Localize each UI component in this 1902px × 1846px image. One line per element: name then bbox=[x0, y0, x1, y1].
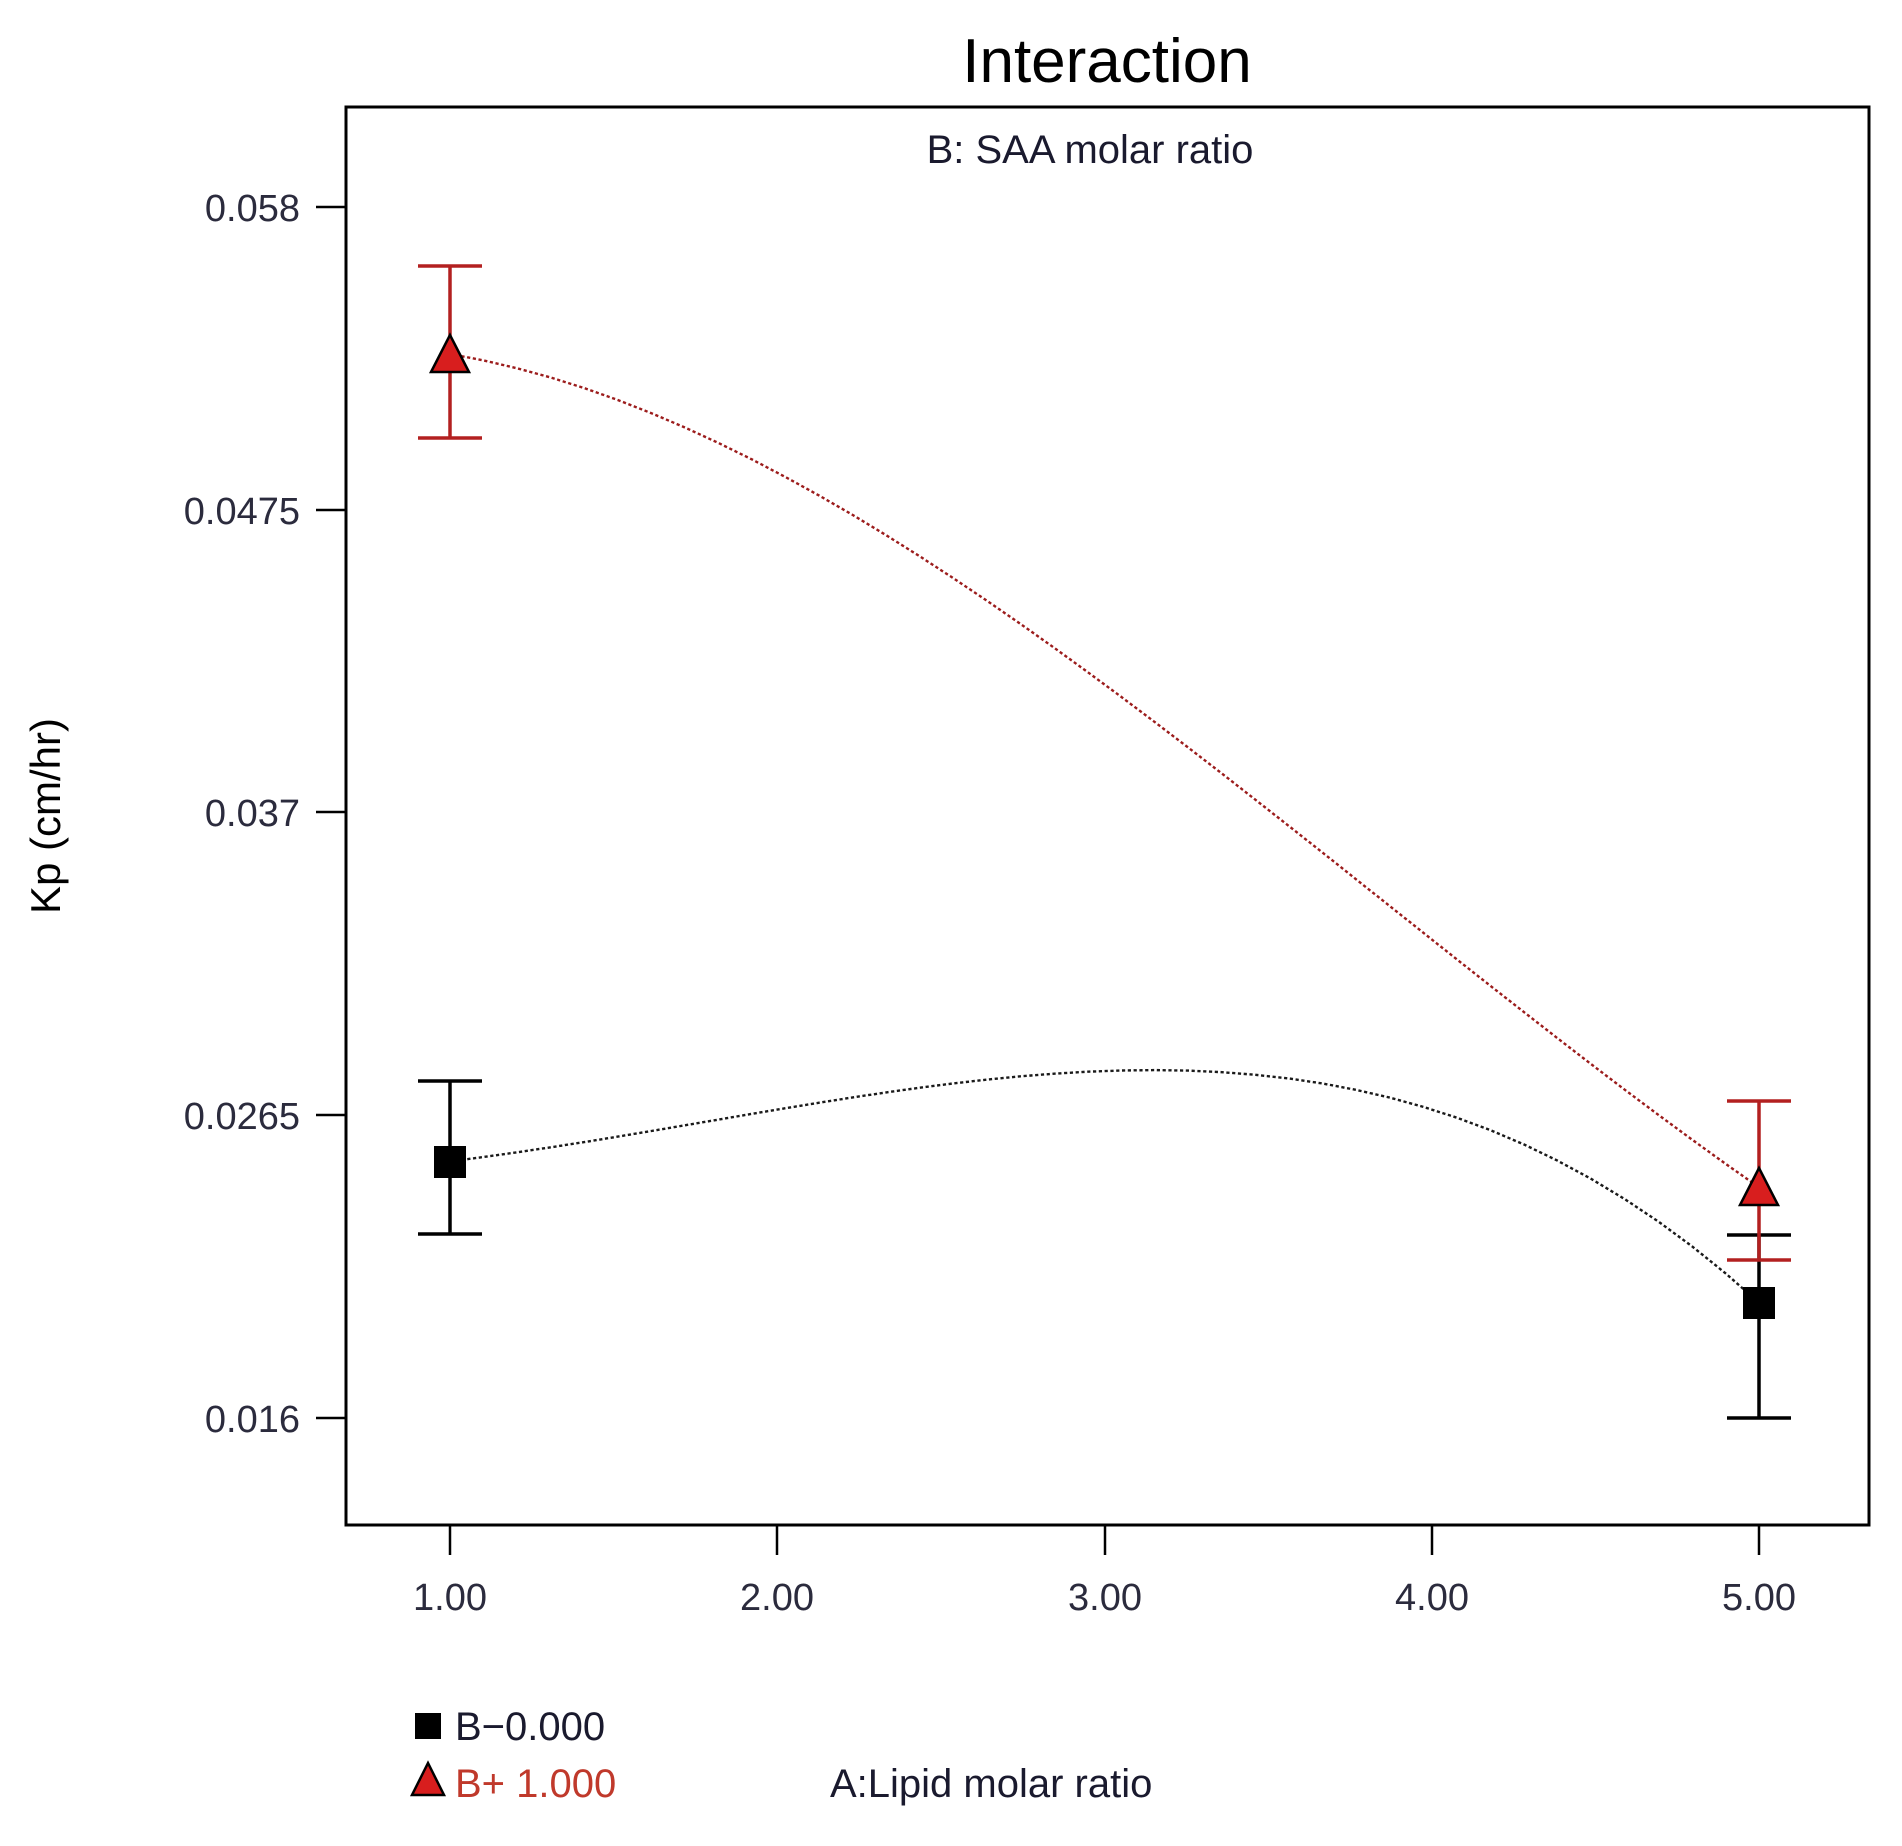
svg-text:B−0.000: B−0.000 bbox=[455, 1705, 605, 1749]
svg-text:2.00: 2.00 bbox=[740, 1577, 814, 1619]
svg-text:Interaction: Interaction bbox=[962, 27, 1252, 96]
svg-text:0.0265: 0.0265 bbox=[184, 1096, 300, 1138]
svg-text:A:Lipid molar ratio: A:Lipid molar ratio bbox=[830, 1762, 1152, 1806]
svg-text:B+ 1.000: B+ 1.000 bbox=[455, 1762, 616, 1806]
svg-text:0.058: 0.058 bbox=[205, 188, 300, 230]
svg-text:0.0475: 0.0475 bbox=[184, 491, 300, 533]
svg-text:3.00: 3.00 bbox=[1068, 1577, 1142, 1619]
svg-text:1.00: 1.00 bbox=[413, 1577, 487, 1619]
svg-text:B: SAA molar ratio: B: SAA molar ratio bbox=[927, 128, 1254, 172]
svg-text:0.037: 0.037 bbox=[205, 793, 300, 835]
svg-text:0.016: 0.016 bbox=[205, 1399, 300, 1441]
svg-text:4.00: 4.00 bbox=[1395, 1577, 1469, 1619]
svg-text:5.00: 5.00 bbox=[1722, 1577, 1796, 1619]
svg-text:Kp (cm/hr): Kp (cm/hr) bbox=[22, 718, 69, 914]
